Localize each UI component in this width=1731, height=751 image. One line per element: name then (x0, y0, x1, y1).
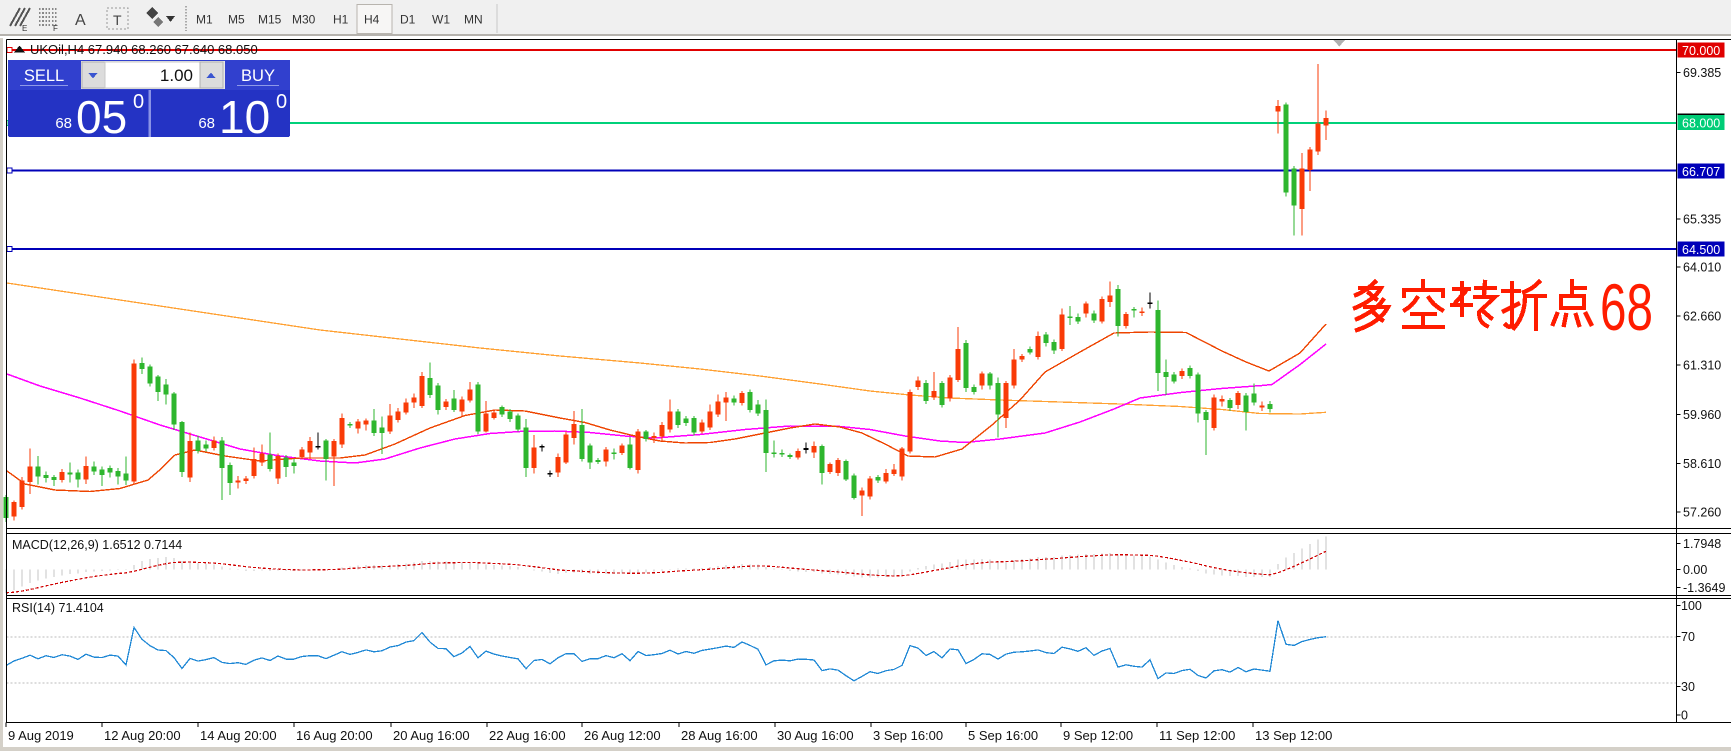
svg-text:12 Aug 20:00: 12 Aug 20:00 (104, 728, 181, 743)
svg-text:D1: D1 (400, 13, 416, 27)
svg-text:70.000: 70.000 (1682, 44, 1720, 58)
svg-text:22 Aug 16:00: 22 Aug 16:00 (489, 728, 566, 743)
svg-text:30: 30 (1681, 680, 1695, 694)
svg-text:5 Sep 16:00: 5 Sep 16:00 (968, 728, 1038, 743)
svg-text:64.500: 64.500 (1682, 243, 1720, 257)
svg-text:14 Aug 20:00: 14 Aug 20:00 (200, 728, 277, 743)
svg-text:T: T (113, 12, 122, 28)
svg-text:13 Sep 12:00: 13 Sep 12:00 (1255, 728, 1332, 743)
svg-text:100: 100 (1681, 599, 1702, 613)
svg-text:BUY: BUY (241, 67, 275, 85)
svg-text:W1: W1 (432, 13, 450, 27)
svg-text:-1.3649: -1.3649 (1683, 581, 1725, 595)
svg-text:70: 70 (1681, 630, 1695, 644)
svg-text:0: 0 (133, 91, 144, 113)
svg-text:16 Aug 20:00: 16 Aug 20:00 (296, 728, 373, 743)
svg-text:68: 68 (198, 115, 215, 132)
svg-text:62.660: 62.660 (1683, 309, 1721, 323)
svg-text:M15: M15 (258, 13, 282, 27)
svg-text:9 Aug 2019: 9 Aug 2019 (8, 728, 74, 743)
svg-text:20 Aug 16:00: 20 Aug 16:00 (393, 728, 470, 743)
svg-text:A: A (75, 12, 86, 29)
svg-text:3 Sep 16:00: 3 Sep 16:00 (873, 728, 943, 743)
svg-text:58.610: 58.610 (1683, 457, 1721, 471)
svg-text:E: E (22, 24, 27, 33)
svg-text:RSI(14) 71.4104: RSI(14) 71.4104 (12, 601, 104, 615)
svg-text:68.000: 68.000 (1682, 117, 1720, 131)
svg-text:1.7948: 1.7948 (1683, 537, 1721, 551)
svg-text:59.960: 59.960 (1683, 408, 1721, 422)
svg-text:65.335: 65.335 (1683, 212, 1721, 226)
svg-text:MACD(12,26,9) 1.6512 0.7144: MACD(12,26,9) 1.6512 0.7144 (12, 538, 182, 552)
svg-text:0: 0 (1681, 709, 1688, 723)
svg-text:10: 10 (219, 91, 270, 143)
svg-text:MN: MN (464, 13, 483, 27)
svg-text:05: 05 (76, 91, 127, 143)
svg-text:66.707: 66.707 (1682, 165, 1720, 179)
svg-text:57.260: 57.260 (1683, 505, 1721, 519)
svg-text:64.010: 64.010 (1683, 261, 1721, 275)
svg-text:F: F (53, 24, 58, 33)
svg-text:61.310: 61.310 (1683, 359, 1721, 373)
svg-text:30 Aug 16:00: 30 Aug 16:00 (777, 728, 854, 743)
svg-text:69.385: 69.385 (1683, 66, 1721, 80)
svg-text:26 Aug 12:00: 26 Aug 12:00 (584, 728, 661, 743)
svg-text:H1: H1 (333, 13, 349, 27)
svg-text:11 Sep 12:00: 11 Sep 12:00 (1159, 728, 1235, 743)
svg-text:SELL: SELL (24, 67, 64, 85)
svg-text:H4: H4 (364, 13, 380, 27)
svg-text:M30: M30 (292, 13, 316, 27)
svg-text:68: 68 (1600, 270, 1653, 344)
svg-text:9 Sep 12:00: 9 Sep 12:00 (1063, 728, 1133, 743)
svg-text:UKOil,H4 67.940 68.260 67.640: UKOil,H4 67.940 68.260 67.640 68.050 (30, 42, 258, 57)
svg-text:0.00: 0.00 (1683, 563, 1707, 577)
svg-text:0: 0 (276, 91, 287, 113)
svg-text:68: 68 (55, 115, 72, 132)
svg-text:28 Aug 16:00: 28 Aug 16:00 (681, 728, 758, 743)
svg-text:M1: M1 (196, 13, 213, 27)
svg-text:1.00: 1.00 (160, 66, 193, 85)
svg-text:M5: M5 (228, 13, 245, 27)
